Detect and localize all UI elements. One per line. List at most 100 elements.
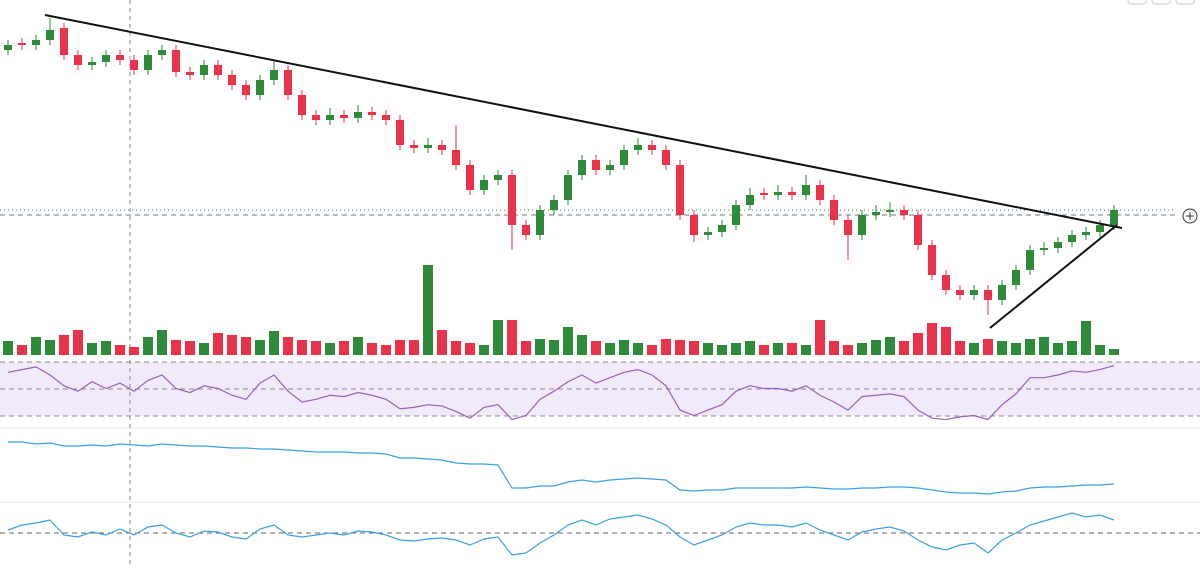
candle-body xyxy=(452,150,460,165)
volume-bar xyxy=(1081,321,1091,355)
candle-body xyxy=(550,200,558,210)
volume-bar xyxy=(899,341,909,355)
candle-body xyxy=(382,115,390,120)
candle-body xyxy=(914,215,922,245)
volume-bar xyxy=(871,340,881,355)
candle-body xyxy=(802,185,810,195)
candle-body xyxy=(396,120,404,145)
candle-body xyxy=(1068,235,1076,242)
volume-bar xyxy=(983,339,993,355)
toolbar-button[interactable] xyxy=(1151,0,1171,5)
volume-bar xyxy=(129,347,139,355)
toolbar-button[interactable] xyxy=(1127,0,1147,5)
volume-bar xyxy=(367,343,377,355)
volume-bar xyxy=(885,337,895,355)
volume-bar xyxy=(1053,343,1063,355)
volume-bar xyxy=(591,341,601,355)
volume-bar xyxy=(311,341,321,355)
volume-bar xyxy=(283,337,293,355)
candle-body xyxy=(18,43,26,45)
candle-body xyxy=(340,115,348,118)
candle-body xyxy=(942,275,950,290)
candle-body xyxy=(130,60,138,70)
volume-bar xyxy=(1109,349,1119,355)
candle-body xyxy=(718,225,726,232)
candle-body xyxy=(298,95,306,115)
candle-body xyxy=(788,192,796,195)
volume-bar xyxy=(171,340,181,355)
volume-bar xyxy=(465,343,475,355)
volume-bar xyxy=(381,345,391,355)
volume-bar xyxy=(787,343,797,355)
candle-body xyxy=(410,145,418,148)
volume-bar xyxy=(199,343,209,355)
volume-bar xyxy=(759,345,769,355)
candle-body xyxy=(256,80,264,95)
volume-bar xyxy=(1025,339,1035,355)
volume-bar xyxy=(535,339,545,355)
candle-body xyxy=(1040,248,1048,250)
volume-bar xyxy=(227,335,237,355)
candle-body xyxy=(1012,270,1020,285)
volume-bar xyxy=(549,340,559,355)
candle-body xyxy=(424,145,432,148)
candle-body xyxy=(172,50,180,72)
volume-bar xyxy=(605,343,615,355)
candle-body xyxy=(186,72,194,75)
candle-body xyxy=(844,220,852,235)
candle-body xyxy=(74,55,82,65)
candle-body xyxy=(438,145,446,150)
volume-bar xyxy=(297,340,307,355)
trend-line xyxy=(44,14,1123,229)
volume-bar xyxy=(353,337,363,355)
volume-bar xyxy=(815,320,825,355)
indicator-line xyxy=(7,364,1115,421)
volume-bar xyxy=(1039,337,1049,355)
candle-body xyxy=(900,210,908,215)
candle-body xyxy=(480,180,488,190)
add-icon xyxy=(1186,212,1194,220)
volume-bar xyxy=(1095,345,1105,355)
trend-line xyxy=(989,224,1118,329)
volume-bar xyxy=(801,345,811,355)
candle-body xyxy=(228,75,236,85)
candle-body xyxy=(1026,250,1034,270)
candle-body xyxy=(620,150,628,165)
volume-bar xyxy=(689,341,699,355)
indicator-line xyxy=(7,512,1115,556)
candle-body xyxy=(214,65,222,75)
candle-body xyxy=(508,175,516,225)
toolbar-button[interactable] xyxy=(1175,0,1195,5)
candle-body xyxy=(578,160,586,175)
volume-bar xyxy=(45,340,55,355)
candle-body xyxy=(144,55,152,70)
volume-bar xyxy=(843,345,853,355)
volume-bar xyxy=(423,265,433,355)
indicator-line xyxy=(8,441,1115,495)
candle-body xyxy=(522,225,530,235)
candle-body xyxy=(984,290,992,300)
plot xyxy=(3,18,1119,556)
candle-body xyxy=(270,70,278,80)
volume-bar xyxy=(339,341,349,355)
candle-body xyxy=(88,62,96,65)
candle-body xyxy=(60,28,68,55)
candle-body xyxy=(676,165,684,215)
volume-bar xyxy=(395,340,405,355)
volume-bar xyxy=(773,343,783,355)
volume-bar xyxy=(857,343,867,355)
candle-body xyxy=(284,70,292,95)
volume-bar xyxy=(913,333,923,355)
volume-bar xyxy=(563,327,573,355)
volume-bar xyxy=(437,330,447,355)
volume-bar xyxy=(717,345,727,355)
candle-body xyxy=(816,185,824,200)
volume-bar xyxy=(619,340,629,355)
candle-body xyxy=(354,112,362,118)
volume-bar xyxy=(325,343,335,355)
candle-body xyxy=(634,145,642,150)
volume-bar xyxy=(1067,341,1077,355)
volume-bar xyxy=(17,345,27,355)
volume-bar xyxy=(507,320,517,355)
volume-bar xyxy=(731,343,741,355)
